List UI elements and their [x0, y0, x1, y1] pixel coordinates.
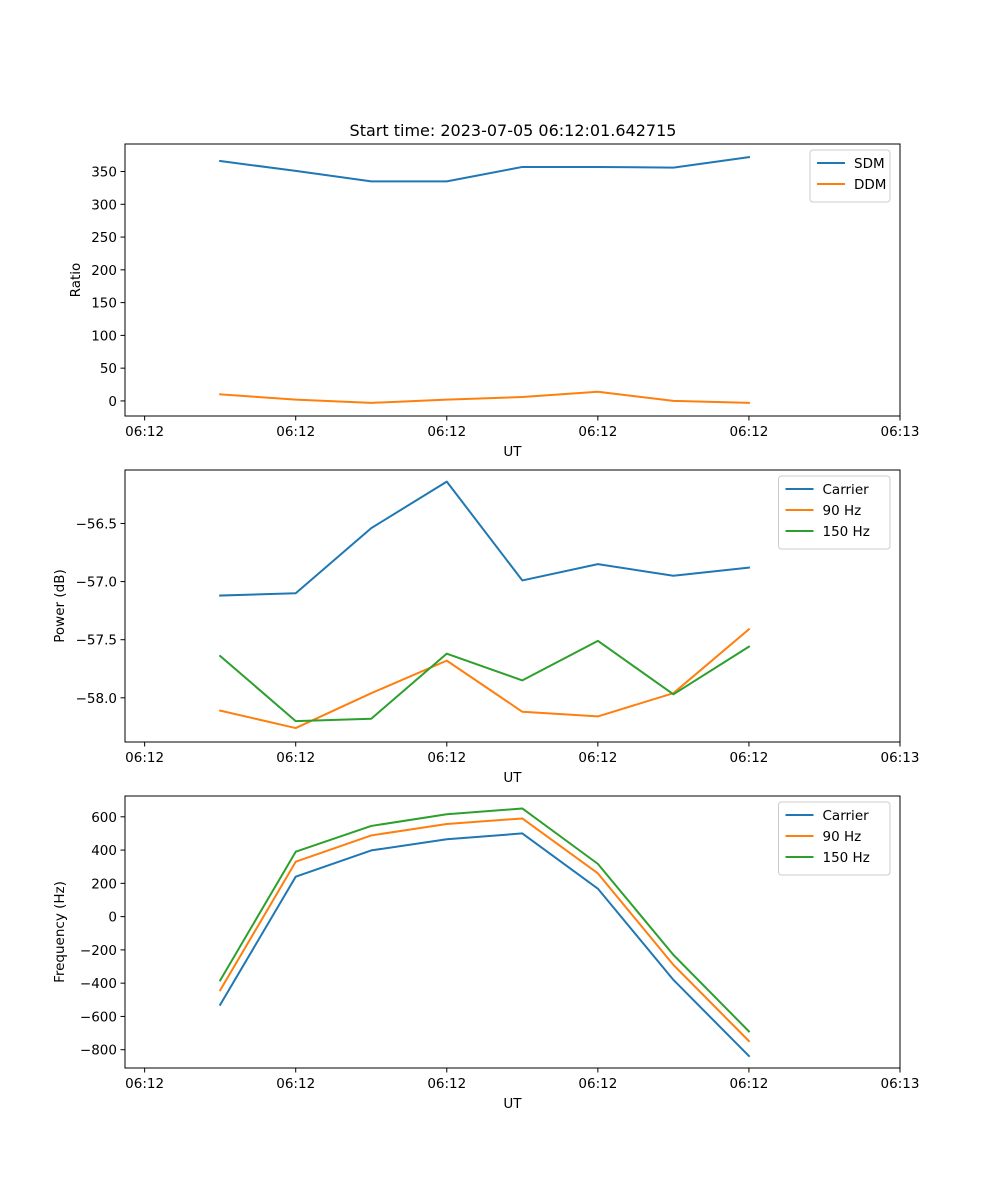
series-line-sdm	[219, 155, 751, 183]
legend-label: SDM	[854, 156, 885, 172]
y-tick-label: 200	[91, 876, 117, 892]
y-tick-label: −400	[80, 976, 117, 992]
series-line-ddm	[219, 390, 750, 404]
axes-frame	[124, 795, 901, 1069]
legend-label: 150 Hz	[823, 850, 870, 866]
x-tick-label: 06:12	[125, 750, 164, 766]
y-tick-label: −56.5	[76, 516, 117, 532]
legend: SDM DDM	[809, 149, 891, 203]
x-axis-label: UT	[503, 1096, 522, 1112]
x-tick-label: 06:12	[276, 1076, 315, 1092]
series-line-carrier	[219, 480, 751, 597]
y-tick-label: 200	[91, 263, 117, 279]
legend: Carrier 90 Hz 150 Hz	[778, 475, 891, 550]
x-tick-label: 06:12	[427, 1076, 466, 1092]
y-tick-label: 0	[108, 910, 117, 926]
y-tick-label: 100	[91, 328, 117, 344]
y-tick-label: 250	[91, 230, 117, 246]
x-tick-label: 06:13	[881, 750, 920, 766]
y-axis-label: Power (dB)	[52, 569, 68, 642]
x-tick-label: 06:12	[729, 1076, 768, 1092]
legend-label: 150 Hz	[823, 524, 870, 540]
legend: Carrier 90 Hz 150 Hz	[778, 801, 891, 876]
x-tick-label: 06:12	[729, 750, 768, 766]
x-tick-label: 06:12	[427, 750, 466, 766]
y-tick-label: 400	[91, 843, 117, 859]
y-axis-label: Ratio	[68, 263, 84, 298]
series-line-90-hz	[218, 627, 751, 730]
x-tick-label: 06:12	[427, 424, 466, 440]
x-tick-label: 06:12	[729, 424, 768, 440]
x-tick-label: 06:12	[125, 1076, 164, 1092]
x-tick-label: 06:13	[881, 1076, 920, 1092]
y-tick-label: −57.0	[76, 575, 117, 591]
x-tick-label: 06:12	[578, 750, 617, 766]
legend-label: Carrier	[823, 808, 870, 824]
x-tick-label: 06:13	[881, 424, 920, 440]
x-tick-label: 06:12	[125, 424, 164, 440]
y-tick-label: 600	[91, 810, 117, 826]
legend-label: Carrier	[823, 482, 870, 498]
x-tick-label: 06:12	[578, 424, 617, 440]
series-line-90-hz	[218, 817, 751, 1043]
y-tick-label: 0	[108, 394, 117, 410]
x-tick-label: 06:12	[578, 1076, 617, 1092]
legend-label: 90 Hz	[823, 503, 862, 519]
y-tick-label: 350	[91, 165, 117, 181]
y-tick-label: 50	[100, 361, 117, 377]
y-tick-label: −57.5	[76, 633, 117, 649]
axes-frame	[124, 469, 901, 743]
x-tick-label: 06:12	[276, 750, 315, 766]
x-axis-label: UT	[503, 444, 522, 460]
y-tick-label: −200	[80, 943, 117, 959]
chart-1: 06:12 06:12 06:12 06:12 06:12 06:13 0 50 100 150 2…	[68, 143, 920, 460]
legend-label: DDM	[854, 177, 886, 193]
figure-title: Start time: 2023-07-05 06:12:01.642715	[350, 121, 677, 140]
series-line-carrier	[218, 832, 751, 1058]
y-axis-label: Frequency (Hz)	[52, 881, 68, 983]
legend-label: 90 Hz	[823, 829, 862, 845]
x-tick-label: 06:12	[276, 424, 315, 440]
y-tick-label: −800	[80, 1043, 117, 1059]
y-tick-label: −600	[80, 1009, 117, 1025]
y-tick-label: −58.0	[76, 691, 117, 707]
chart-3: 06:12 06:12 06:12 06:12 06:12 06:13 −800 −600 −4…	[52, 795, 920, 1112]
charts-container: 06:12 06:12 06:12 06:12 06:12 06:13 0 50 100 150 2…	[52, 143, 920, 1112]
y-tick-label: 300	[91, 197, 117, 213]
y-tick-label: 150	[91, 296, 117, 312]
series-line-150-hz	[218, 639, 751, 723]
series-line-150-hz	[218, 807, 751, 1033]
chart-2: 06:12 06:12 06:12 06:12 06:12 06:13 −58.0 −57.5…	[52, 469, 920, 786]
axes-frame	[124, 143, 901, 417]
x-axis-label: UT	[503, 770, 522, 786]
